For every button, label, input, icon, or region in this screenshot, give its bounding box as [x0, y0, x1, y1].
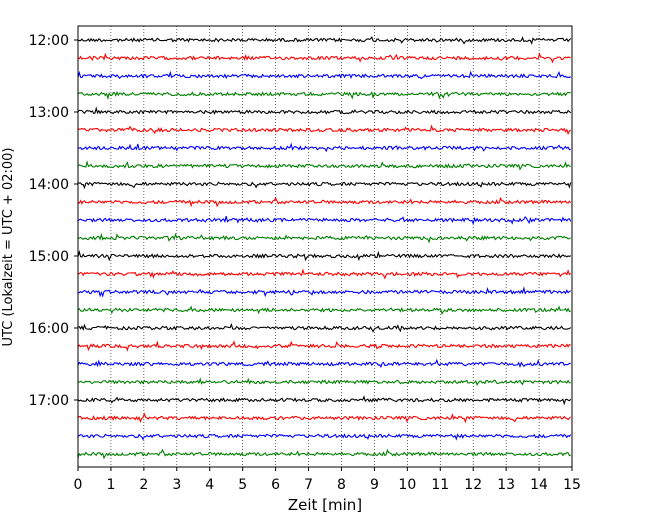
trace-line	[77, 36, 572, 45]
x-tick-label: 10	[398, 477, 416, 493]
trace-line	[77, 70, 572, 80]
x-tick-label: 15	[563, 477, 581, 493]
trace-line	[77, 106, 572, 115]
x-tick-label: 6	[271, 477, 280, 493]
trace-line	[77, 124, 572, 136]
trace-line	[77, 215, 572, 226]
x-tick-label: 9	[370, 477, 379, 493]
trace-line	[77, 232, 571, 244]
x-tick-label: 0	[74, 477, 83, 493]
trace-line	[77, 249, 571, 262]
trace-line	[77, 358, 571, 369]
x-tick-label: 1	[106, 477, 115, 493]
trace-line	[77, 142, 571, 153]
x-tick-label: 14	[530, 477, 548, 493]
x-tick-label: 7	[304, 477, 313, 493]
x-tick-label: 5	[238, 477, 247, 493]
trace-line	[77, 286, 571, 298]
plot-frame	[77, 25, 573, 468]
x-tick-label: 11	[431, 477, 449, 493]
trace-group	[77, 36, 572, 460]
trace-line	[77, 268, 572, 280]
x-tick-label: 3	[172, 477, 181, 493]
y-tick-label: 13:00	[29, 105, 69, 121]
x-axis: 0 1 2 3 4 5 6 7 8 9 10 11 12 13 14 15	[74, 467, 581, 493]
x-tick-label: 13	[497, 477, 515, 493]
y-tick-label: 16:00	[29, 321, 69, 337]
x-tick-label: 2	[139, 477, 148, 493]
trace-line	[77, 448, 571, 460]
y-tick-label: 17:00	[29, 393, 69, 409]
trace-line	[77, 395, 572, 406]
trace-line	[77, 196, 572, 208]
x-tick-label: 8	[337, 477, 346, 493]
x-tick-label: 4	[205, 477, 214, 493]
trace-line	[77, 412, 572, 424]
trace-line	[77, 305, 572, 316]
y-tick-label: 15:00	[29, 249, 69, 265]
y-axis: 12:00 13:00 14:00 15:00 16:00 17:00	[29, 33, 78, 409]
trace-line	[77, 322, 572, 333]
y-tick-label: 12:00	[29, 33, 69, 49]
y-tick-label: 14:00	[29, 177, 69, 193]
trace-line	[77, 181, 572, 190]
y-axis-label: UTC (Lokalzeit = UTC + 02:00)	[1, 148, 16, 347]
x-axis-label: Zeit [min]	[288, 496, 362, 514]
trace-line	[77, 377, 571, 386]
trace-line	[77, 91, 571, 100]
trace-line	[77, 340, 571, 352]
trace-line	[77, 52, 571, 64]
x-tick-label: 12	[464, 477, 482, 493]
trace-line	[77, 433, 572, 441]
trace-line	[77, 160, 571, 171]
